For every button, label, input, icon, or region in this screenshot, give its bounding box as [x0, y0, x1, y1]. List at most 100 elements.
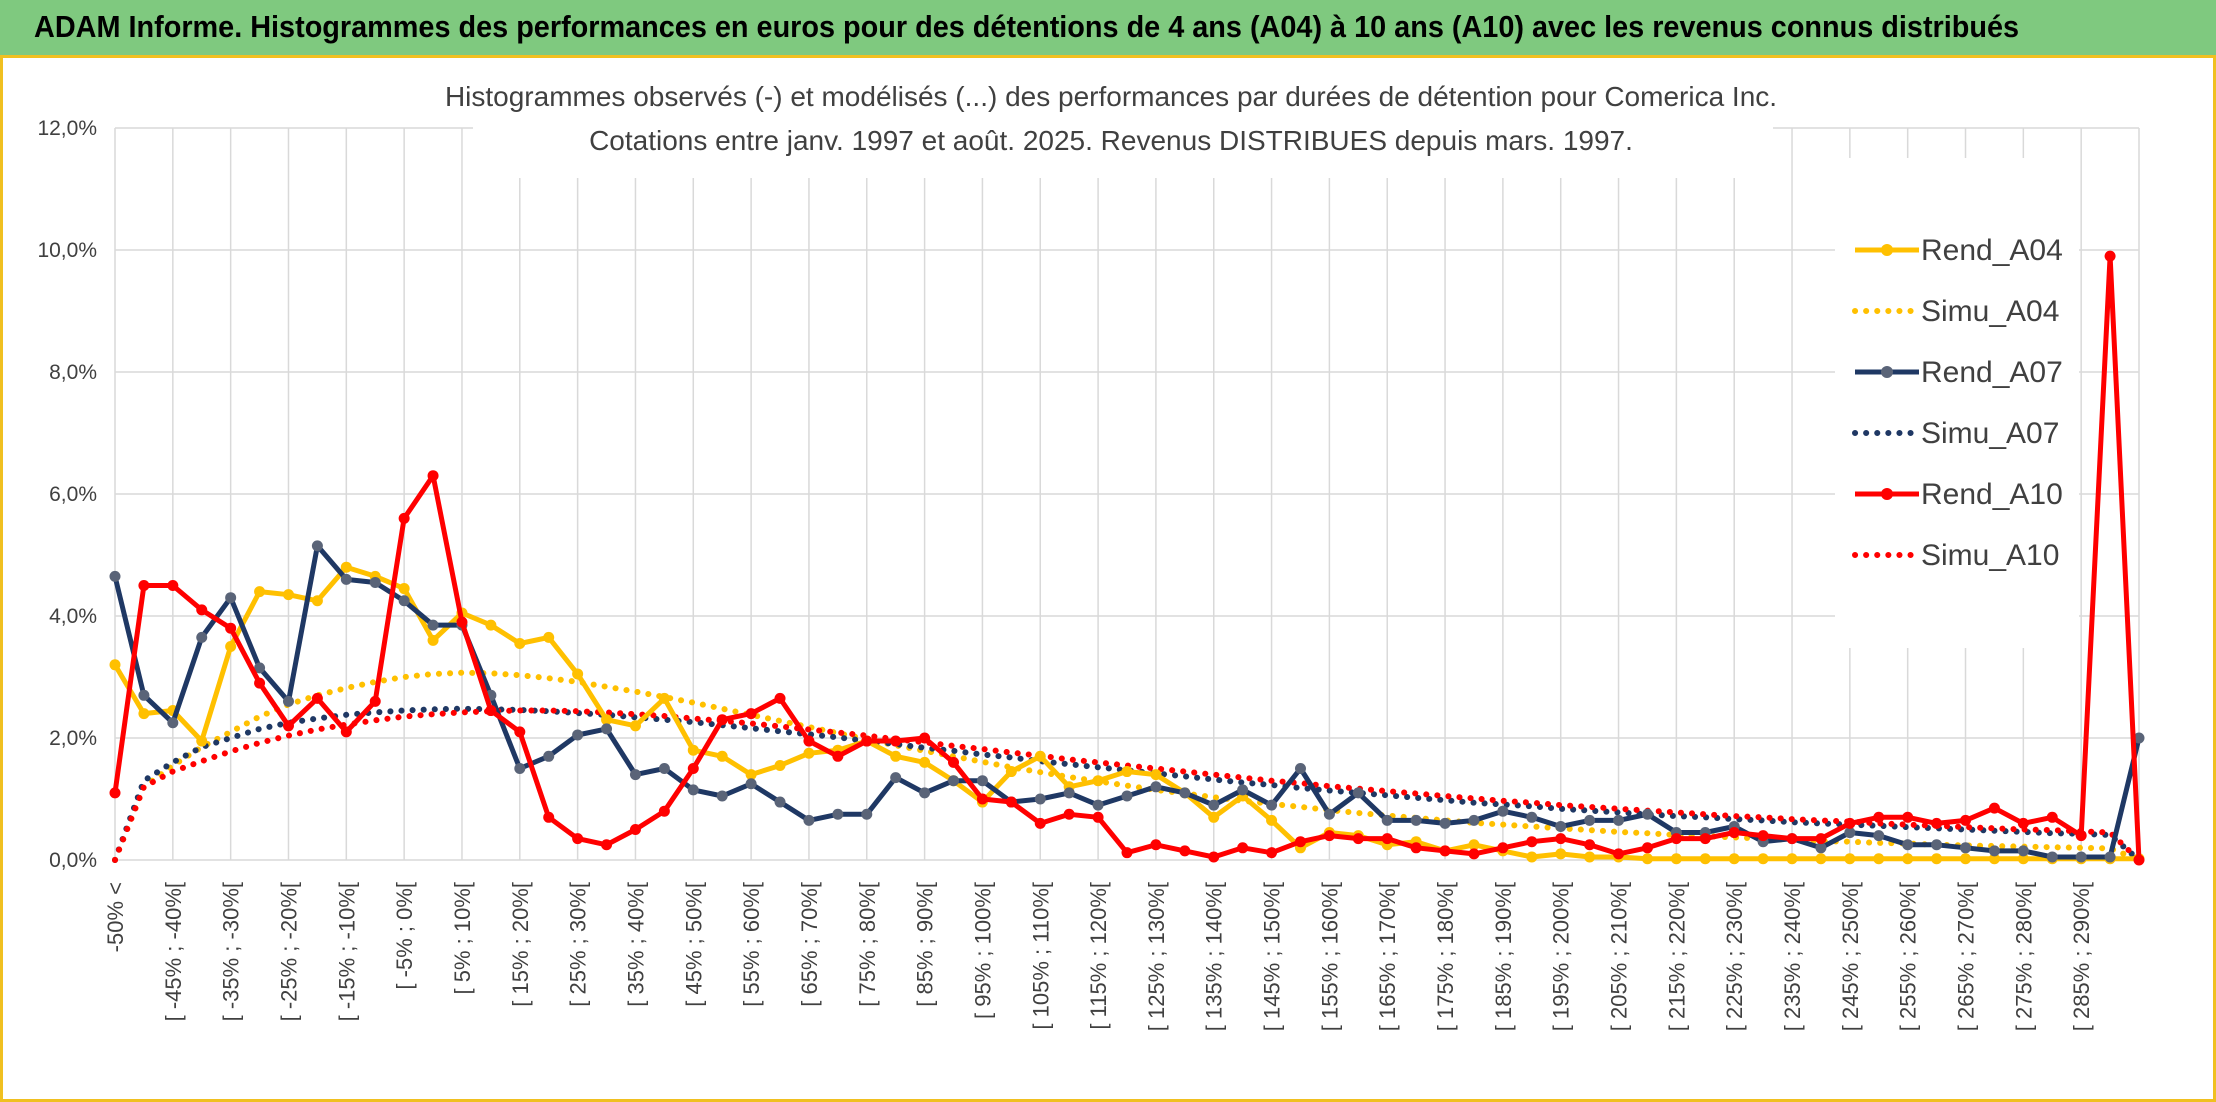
x-tick-label: [ 95% ; 100%[: [970, 882, 995, 1019]
data-point: [1381, 833, 1393, 845]
data-point: [2017, 853, 2029, 865]
x-tick-label: [ 235% ; 240%[: [1780, 882, 1805, 1031]
data-point: [1641, 842, 1653, 854]
data-point: [514, 637, 526, 649]
x-tick-label: [ 5% ; 10%[: [450, 882, 475, 995]
series-line: [112, 707, 2142, 863]
data-point: [601, 723, 613, 735]
data-point: [803, 747, 815, 759]
grid: [114, 127, 2140, 861]
report-header: ADAM Informe. Histogrammes des performan…: [0, 0, 2216, 58]
data-point: [1728, 827, 1740, 839]
data-point: [543, 811, 555, 823]
data-point: [948, 775, 960, 787]
data-point: [629, 720, 641, 732]
data-point: [629, 824, 641, 835]
chart-title-line-2: Cotations entre janv. 1997 et août. 2025…: [589, 125, 1633, 156]
data-point: [1555, 833, 1567, 845]
data-point: [1323, 830, 1335, 842]
data-point: [1121, 766, 1133, 778]
data-point: [948, 756, 960, 768]
series-Rend_A10: [109, 250, 2145, 866]
x-tick-label: [ 285% ; 290%[: [2069, 882, 2094, 1031]
data-point: [2017, 817, 2029, 829]
data-point: [1294, 836, 1306, 848]
data-point: [774, 796, 786, 808]
chart-subtitle: Histogrammes observés (-) et modélisés (…: [445, 60, 1777, 178]
x-tick-label: [ 65% ; 70%[: [797, 882, 822, 1007]
data-point: [254, 677, 266, 689]
data-point: [1439, 845, 1451, 857]
y-tick-label: 8,0%: [49, 361, 97, 384]
legend-item-Simu_A10: Simu_A10: [1852, 539, 2059, 572]
data-point: [1468, 848, 1480, 860]
legend-item-Simu_A04: Simu_A04: [1852, 295, 2059, 328]
data-point: [1815, 842, 1827, 854]
y-tick-label: 2,0%: [49, 727, 97, 750]
data-point: [1497, 805, 1509, 817]
data-point: [976, 775, 988, 787]
x-tick-label: [ 55% ; 60%[: [739, 882, 764, 1007]
data-point: [1266, 814, 1278, 826]
data-point: [1526, 836, 1538, 848]
data-point: [1613, 848, 1625, 860]
x-tick-label: [ -25% ; -20%[: [276, 882, 301, 1021]
data-point: [340, 561, 352, 573]
data-point: [1699, 833, 1711, 845]
data-point: [1034, 817, 1046, 829]
data-point: [1121, 847, 1133, 859]
data-point: [196, 735, 208, 747]
data-point: [687, 744, 699, 756]
data-point: [2133, 732, 2145, 744]
data-point: [1063, 808, 1075, 820]
legend-item-Simu_A07: Simu_A07: [1852, 417, 2059, 450]
data-point: [1613, 814, 1625, 826]
x-tick-label: [ 215% ; 220%[: [1664, 882, 1689, 1031]
data-point: [1352, 833, 1364, 845]
data-point: [2075, 830, 2087, 842]
data-point: [427, 634, 439, 646]
legend-item-Rend_A10: Rend_A10: [1855, 478, 2063, 511]
data-point: [687, 763, 699, 774]
x-tick-label: [ 35% ; 40%[: [623, 882, 648, 1007]
chart-title-line-1: Histogrammes observés (-) et modélisés (…: [445, 81, 1777, 112]
data-point: [658, 692, 670, 704]
data-point: [832, 808, 844, 820]
data-point: [1902, 811, 1914, 823]
data-point: [1439, 817, 1451, 829]
data-point: [1641, 853, 1653, 865]
data-point: [1584, 814, 1596, 826]
data-point: [1034, 750, 1046, 762]
data-point: [196, 604, 208, 616]
data-point: [1786, 853, 1798, 865]
data-point: [1873, 811, 1885, 823]
data-point: [369, 695, 381, 707]
data-point: [1005, 796, 1017, 808]
data-point: [2104, 250, 2116, 262]
x-tick-label: [ 175% ; 180%[: [1433, 882, 1458, 1031]
legend-marker: [1881, 488, 1893, 500]
y-axis: 0,0% 2,0% 4,0% 6,0% 8,0% 10,0% 12,0%: [37, 117, 97, 872]
data-point: [1237, 784, 1249, 796]
data-point: [138, 580, 150, 591]
y-tick-label: 6,0%: [49, 483, 97, 506]
data-point: [1555, 848, 1567, 860]
data-point: [369, 576, 381, 588]
legend-label: Simu_A07: [1921, 417, 2059, 450]
series-layer: [109, 250, 2145, 866]
data-point: [1873, 853, 1885, 865]
x-tick-label: [ 225% ; 230%[: [1722, 882, 1747, 1031]
data-point: [1699, 853, 1711, 865]
data-point: [1873, 830, 1885, 842]
data-point: [254, 586, 266, 598]
data-point: [1410, 814, 1422, 826]
x-tick-label: [ 75% ; 80%[: [855, 882, 880, 1007]
data-point: [976, 793, 988, 805]
data-point: [2075, 851, 2087, 863]
data-point: [543, 750, 555, 762]
x-tick-label: [ 185% ; 190%[: [1491, 882, 1516, 1031]
data-point: [2133, 854, 2145, 866]
legend-item-Rend_A07: Rend_A07: [1855, 356, 2063, 389]
data-point: [803, 735, 815, 747]
data-point: [1497, 842, 1509, 854]
